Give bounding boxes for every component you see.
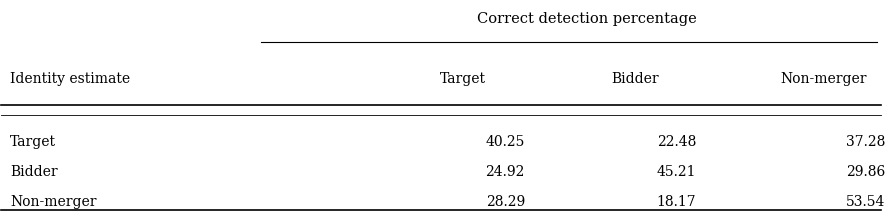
Text: 28.29: 28.29 xyxy=(486,195,525,209)
Text: 37.28: 37.28 xyxy=(846,135,886,149)
Text: 18.17: 18.17 xyxy=(657,195,696,209)
Text: 53.54: 53.54 xyxy=(846,195,886,209)
Text: Target: Target xyxy=(10,135,56,149)
Text: 22.48: 22.48 xyxy=(657,135,696,149)
Text: 45.21: 45.21 xyxy=(657,165,696,179)
Text: Correct detection percentage: Correct detection percentage xyxy=(477,12,696,26)
Text: Target: Target xyxy=(440,72,486,86)
Text: 40.25: 40.25 xyxy=(486,135,525,149)
Text: Identity estimate: Identity estimate xyxy=(10,72,130,86)
Text: Bidder: Bidder xyxy=(10,165,58,179)
Text: Bidder: Bidder xyxy=(611,72,658,86)
Text: Non-merger: Non-merger xyxy=(781,72,867,86)
Text: 29.86: 29.86 xyxy=(846,165,886,179)
Text: 24.92: 24.92 xyxy=(486,165,525,179)
Text: Non-merger: Non-merger xyxy=(10,195,97,209)
